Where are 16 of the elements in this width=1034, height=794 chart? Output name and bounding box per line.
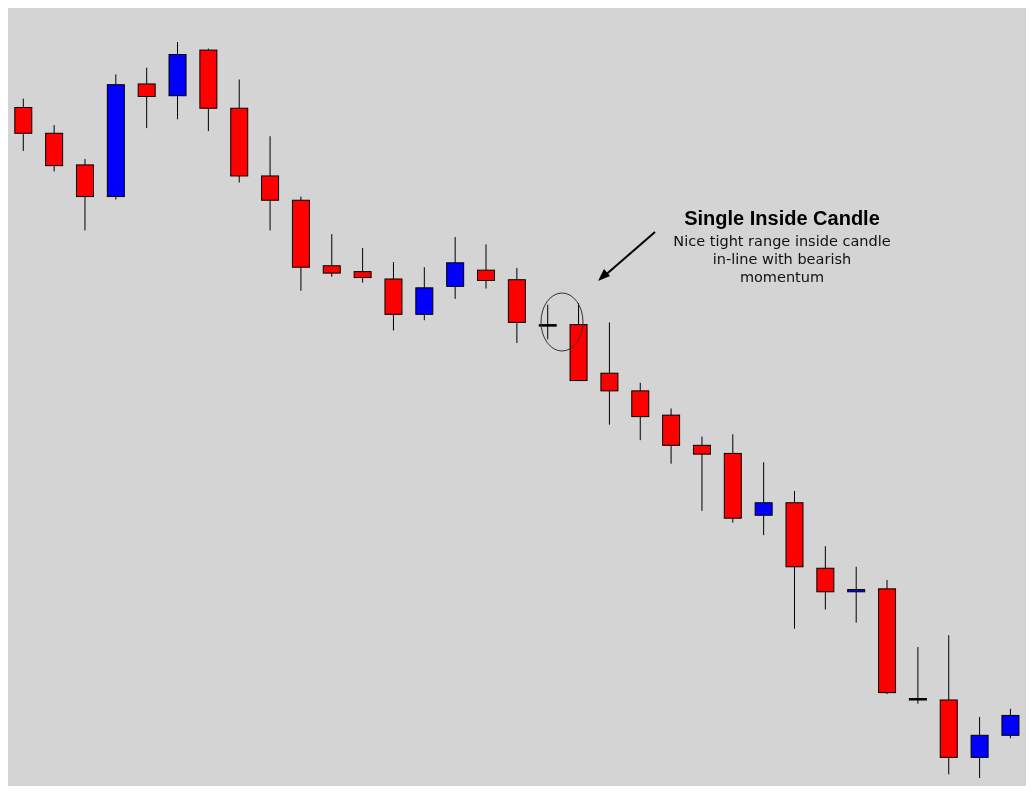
annotation: Nice tight range inside candle in-line with bearish momentum: [672, 232, 892, 286]
candlestick: [692, 436, 711, 512]
candlestick: [538, 304, 557, 340]
candlestick: [908, 646, 927, 705]
annotation: Single Inside Candle: [684, 207, 880, 229]
candlestick: [446, 236, 465, 300]
candlestick: [600, 321, 619, 426]
candlestick: [477, 243, 496, 290]
candlestick: [322, 233, 341, 278]
candlestick: [137, 67, 156, 129]
candlestick: [754, 461, 773, 536]
candlestick: [847, 566, 866, 624]
candlestick: [353, 247, 372, 284]
candlestick: [1001, 708, 1020, 739]
candlestick: [816, 545, 835, 610]
candlestick: [970, 716, 989, 778]
